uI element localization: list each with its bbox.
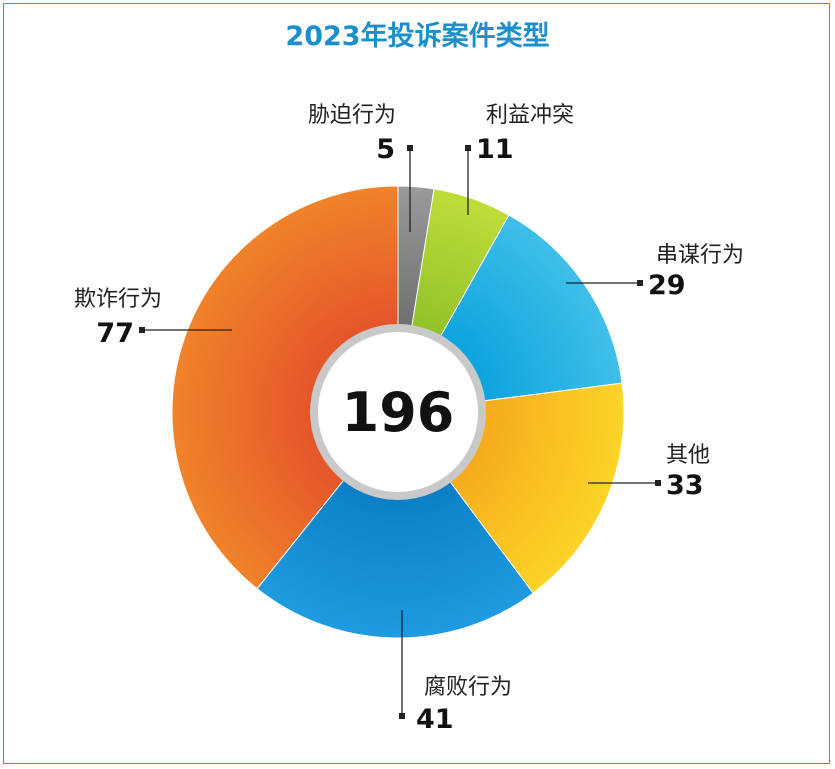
slice-value-2: 29	[648, 270, 686, 301]
leader-marker-4	[399, 713, 405, 719]
slice-value-1: 11	[476, 134, 514, 165]
slice-label-3: 其他	[666, 443, 710, 468]
leader-marker-3	[655, 480, 661, 486]
leader-marker-0	[407, 145, 413, 151]
slice-label-4: 腐败行为	[424, 675, 512, 700]
slice-value-5: 77	[96, 318, 134, 349]
chart-title: 2023年投诉案件类型	[285, 21, 550, 52]
slice-label-1: 利益冲突	[486, 103, 574, 128]
center-hole	[318, 332, 478, 492]
slice-value-3: 33	[666, 470, 704, 501]
slice-label-2: 串谋行为	[656, 243, 744, 268]
slice-label-0: 胁迫行为	[308, 103, 396, 128]
leader-marker-1	[465, 145, 471, 151]
center-total: 196	[342, 381, 455, 444]
slice-value-0: 5	[376, 134, 395, 165]
leader-marker-2	[637, 280, 643, 286]
slice-label-5: 欺诈行为	[74, 287, 162, 312]
slice-value-4: 41	[416, 704, 454, 735]
leader-marker-5	[139, 327, 145, 333]
